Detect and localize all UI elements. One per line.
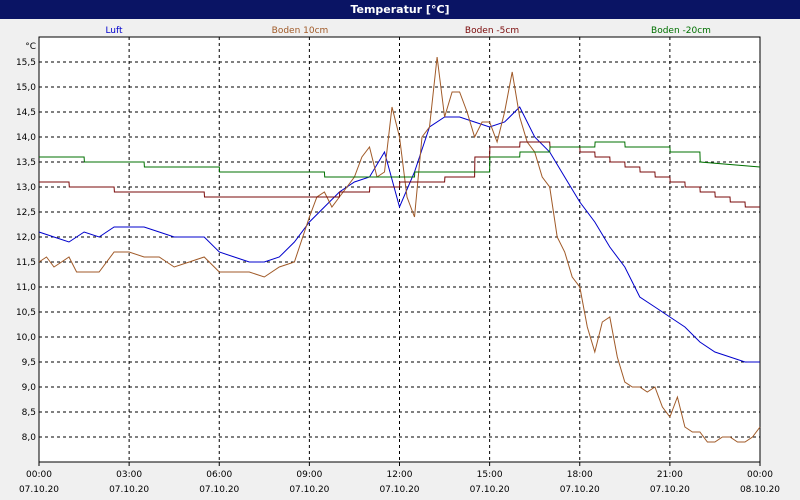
- x-tick-time: 00:00: [26, 470, 52, 480]
- y-tick-label: 10,0: [16, 333, 36, 343]
- x-tick-time: 06:00: [206, 470, 232, 480]
- y-tick-label: 8,5: [22, 408, 36, 418]
- x-tick-date: 07.10.20: [289, 485, 329, 495]
- series-line-boden-20cm: [39, 141, 761, 178]
- tick-labels: 15,5 15,0 14,5 14,0 13,5 13,0 12,5 12,0 11,5 11,0…: [16, 42, 780, 495]
- y-tick-label: 11,5: [16, 258, 36, 268]
- y-tick-label: 11,0: [16, 283, 36, 293]
- axes: [38, 36, 761, 466]
- y-tick-label: 15,5: [16, 58, 36, 68]
- x-tick-time: 03:00: [116, 470, 142, 480]
- x-tick-date: 07.10.20: [199, 485, 239, 495]
- legend-entry: Boden -20cm: [651, 26, 711, 36]
- x-tick-date: 07.10.20: [379, 485, 419, 495]
- x-tick-date: 07.10.20: [109, 485, 149, 495]
- y-tick-label: 14,0: [16, 133, 36, 143]
- series-line-boden-10cm: [38, 56, 761, 443]
- series-lines: [38, 56, 761, 443]
- x-tick-date: 07.10.20: [560, 485, 600, 495]
- plot-border: [38, 36, 761, 463]
- y-tick-label: 15,0: [16, 83, 36, 93]
- y-tick-label: 13,5: [16, 158, 36, 168]
- x-tick-date: 07.10.20: [650, 485, 690, 495]
- y-tick-label: 13,0: [16, 183, 36, 193]
- x-tick-time: 00:00: [747, 470, 773, 480]
- grid: [39, 37, 760, 462]
- legend-entry: Luft: [105, 26, 123, 36]
- x-tick-time: 18:00: [567, 470, 593, 480]
- series-line-luft: [38, 106, 760, 363]
- y-tick-label: 10,5: [16, 308, 36, 318]
- x-tick-date: 08.10.20: [740, 485, 780, 495]
- legend: Luft Boden 10cm Boden -5cm Boden -20cm: [105, 26, 711, 36]
- temperature-chart: Luft Boden 10cm Boden -5cm Boden -20cm 15,5…: [16, 26, 780, 495]
- y-tick-label: 9,0: [22, 383, 37, 393]
- series-line-boden-5cm: [39, 141, 760, 208]
- chart-title: Temperatur [°C]: [0, 0, 800, 19]
- y-tick-label: 12,0: [16, 233, 36, 243]
- y-axis-unit: °C: [25, 42, 36, 52]
- x-tick-time: 15:00: [477, 470, 503, 480]
- x-tick-date: 07.10.20: [19, 485, 59, 495]
- y-tick-label: 8,0: [22, 433, 37, 443]
- y-tick-label: 14,5: [16, 108, 36, 118]
- y-tick-label: 9,5: [22, 358, 36, 368]
- legend-entry: Boden 10cm: [272, 26, 329, 36]
- x-tick-time: 21:00: [657, 470, 683, 480]
- legend-entry: Boden -5cm: [465, 26, 519, 36]
- y-tick-label: 12,5: [16, 208, 36, 218]
- x-tick-date: 07.10.20: [470, 485, 510, 495]
- x-tick-time: 12:00: [387, 470, 413, 480]
- x-tick-time: 09:00: [296, 470, 322, 480]
